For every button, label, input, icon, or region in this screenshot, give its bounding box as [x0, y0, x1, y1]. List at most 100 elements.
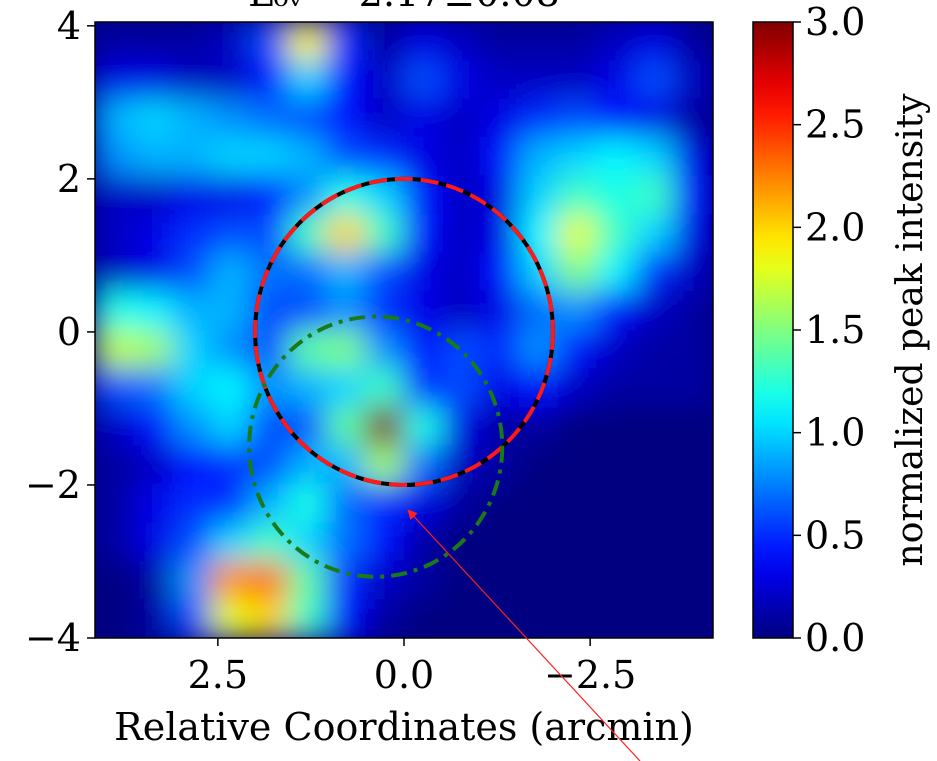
heatmap-cell — [133, 368, 173, 408]
heatmap-cell — [95, 407, 135, 447]
heatmap-cell — [364, 407, 405, 447]
heatmap-cell — [480, 214, 520, 254]
x-axis-label: Relative Coordinates (arcmin) — [114, 705, 694, 749]
heatmap-cell — [288, 60, 328, 100]
heatmap-cell — [596, 407, 637, 447]
heatmap-cell — [326, 22, 366, 61]
heatmap-cell — [288, 175, 328, 215]
heatmap-cell — [557, 522, 598, 563]
heatmap-cell — [673, 599, 713, 638]
heatmap-cell — [673, 483, 713, 524]
y-tick-label: −2 — [25, 463, 81, 507]
heatmap-cell — [326, 290, 366, 331]
heatmap-cell — [442, 60, 482, 100]
heatmap-cell — [364, 98, 405, 139]
heatmap-cell — [210, 560, 251, 601]
heatmap-cell — [442, 98, 482, 139]
heatmap-cell — [596, 290, 637, 331]
heatmap-cell — [518, 22, 559, 61]
heatmap-cell — [249, 252, 290, 292]
heatmap-cell — [133, 599, 173, 638]
heatmap-cell — [364, 252, 405, 292]
heatmap-cell — [403, 290, 444, 331]
colorbar-tick-label: 2.5 — [805, 103, 865, 147]
heatmap-cell — [442, 368, 482, 408]
heatmap-cell — [480, 368, 520, 408]
colorbar-label: normalized peak intensity — [890, 93, 931, 567]
heatmap-cell — [95, 445, 135, 485]
heatmap-cell — [635, 483, 675, 524]
heatmap-cell — [557, 136, 598, 177]
heatmap-cell — [171, 175, 212, 215]
heatmap-cell — [557, 98, 598, 139]
y-tick-label: 0 — [57, 310, 81, 354]
heatmap-cell — [480, 175, 520, 215]
heatmap-cell — [210, 214, 251, 254]
heatmap-cell — [596, 175, 637, 215]
heatmap-cell — [557, 483, 598, 524]
heatmap-cell — [133, 98, 173, 139]
heatmap-cell — [635, 407, 675, 447]
heatmap-cell — [518, 98, 559, 139]
heatmap-cell — [288, 483, 328, 524]
heatmap-cell — [326, 483, 366, 524]
heatmap-cell — [480, 445, 520, 485]
heatmap-cell — [95, 599, 135, 638]
heatmap-cell — [364, 290, 405, 331]
colorbar-tick-label: 3.0 — [805, 0, 865, 44]
heatmap-cell — [133, 60, 173, 100]
heatmap-cell — [133, 483, 173, 524]
heatmap-cell — [518, 445, 559, 485]
heatmap-cell — [326, 368, 366, 408]
heatmap-cell — [518, 252, 559, 292]
heatmap-cell — [403, 560, 444, 601]
colorbar — [752, 21, 794, 639]
heatmap-cell — [171, 252, 212, 292]
heatmap-cell — [171, 136, 212, 177]
heatmap-cell — [673, 407, 713, 447]
heatmap-cell — [673, 98, 713, 139]
heatmap-cell — [95, 60, 135, 100]
heatmap-cell — [95, 290, 135, 331]
x-tick-label: −2.5 — [544, 653, 636, 697]
heatmap-cell — [364, 522, 405, 563]
heatmap-cell — [673, 60, 713, 100]
heatmap-cell — [288, 560, 328, 601]
heatmap-cell — [133, 136, 173, 177]
heatmap-cell — [557, 560, 598, 601]
heatmap-cell — [557, 329, 598, 370]
heatmap-cell — [288, 136, 328, 177]
heatmap-cell — [635, 214, 675, 254]
heatmap-cell — [518, 136, 559, 177]
heatmap-cell — [518, 407, 559, 447]
circle-region — [253, 176, 555, 487]
heatmap-cell — [557, 214, 598, 254]
chart-title: L₀ᵥ = 2.17±0.08 — [248, 0, 560, 15]
heatmap-cell — [364, 329, 405, 370]
heatmap-cell — [249, 560, 290, 601]
heatmap-cell — [249, 522, 290, 563]
heatmap-cell — [95, 560, 135, 601]
heatmap-cell — [442, 407, 482, 447]
heatmap-cell — [364, 483, 405, 524]
heatmap-cell — [364, 22, 405, 61]
heatmap-cell — [518, 560, 559, 601]
heatmap-cell — [326, 522, 366, 563]
heatmap-cell — [403, 136, 444, 177]
y-tick-label: 2 — [57, 157, 81, 201]
heatmap-cell — [518, 483, 559, 524]
heatmap-cell — [442, 136, 482, 177]
heatmap-cell — [210, 329, 251, 370]
heatmap-cell — [442, 599, 482, 638]
heatmap-cell — [326, 329, 366, 370]
heatmap-cell — [403, 522, 444, 563]
heatmap-cell — [288, 214, 328, 254]
heatmap-cell — [95, 329, 135, 370]
heatmap-cell — [171, 98, 212, 139]
heatmap-cell — [133, 290, 173, 331]
heatmap-cell — [133, 175, 173, 215]
heatmap-cell — [133, 214, 173, 254]
heatmap-cell — [596, 329, 637, 370]
heatmap-cell — [171, 599, 212, 638]
heatmap-cell — [249, 214, 290, 254]
